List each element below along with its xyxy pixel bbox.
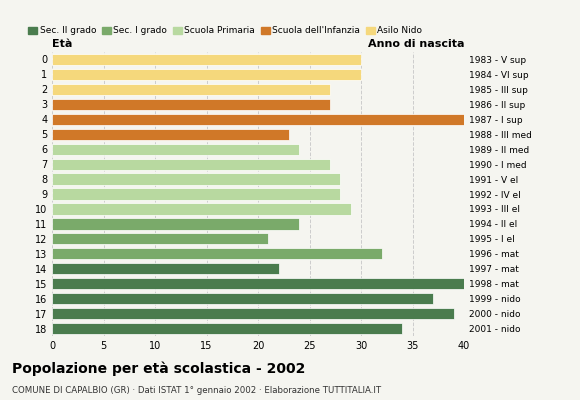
Bar — [52, 233, 269, 244]
Bar — [52, 174, 340, 185]
Text: Età: Età — [52, 39, 72, 49]
Bar — [52, 158, 330, 170]
Bar — [52, 144, 299, 155]
Legend: Sec. II grado, Sec. I grado, Scuola Primaria, Scuola dell'Infanzia, Asilo Nido: Sec. II grado, Sec. I grado, Scuola Prim… — [24, 23, 426, 39]
Bar — [52, 278, 464, 289]
Text: Popolazione per età scolastica - 2002: Popolazione per età scolastica - 2002 — [12, 362, 305, 376]
Bar — [52, 84, 330, 95]
Text: Anno di nascita: Anno di nascita — [368, 39, 464, 49]
Bar — [52, 248, 382, 259]
Bar — [52, 114, 464, 125]
Text: COMUNE DI CAPALBIO (GR) · Dati ISTAT 1° gennaio 2002 · Elaborazione TUTTITALIA.I: COMUNE DI CAPALBIO (GR) · Dati ISTAT 1° … — [12, 386, 380, 395]
Bar — [52, 188, 340, 200]
Bar — [52, 293, 433, 304]
Bar — [52, 323, 403, 334]
Bar — [52, 263, 279, 274]
Bar — [52, 129, 289, 140]
Bar — [52, 54, 361, 65]
Bar — [52, 218, 299, 230]
Bar — [52, 203, 351, 214]
Bar — [52, 69, 361, 80]
Bar — [52, 99, 330, 110]
Bar — [52, 308, 454, 319]
